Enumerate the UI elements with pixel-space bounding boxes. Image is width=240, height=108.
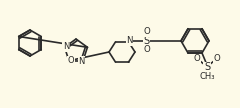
Text: CH₃: CH₃ <box>199 72 215 82</box>
Text: O: O <box>143 27 150 36</box>
Text: N: N <box>63 42 69 51</box>
Text: N: N <box>78 57 85 66</box>
Text: O: O <box>214 55 220 64</box>
Text: O: O <box>194 55 200 64</box>
Text: S: S <box>204 62 210 72</box>
Text: N: N <box>126 36 133 45</box>
Text: S: S <box>144 36 150 46</box>
Text: O: O <box>143 45 150 54</box>
Text: O: O <box>68 56 74 65</box>
